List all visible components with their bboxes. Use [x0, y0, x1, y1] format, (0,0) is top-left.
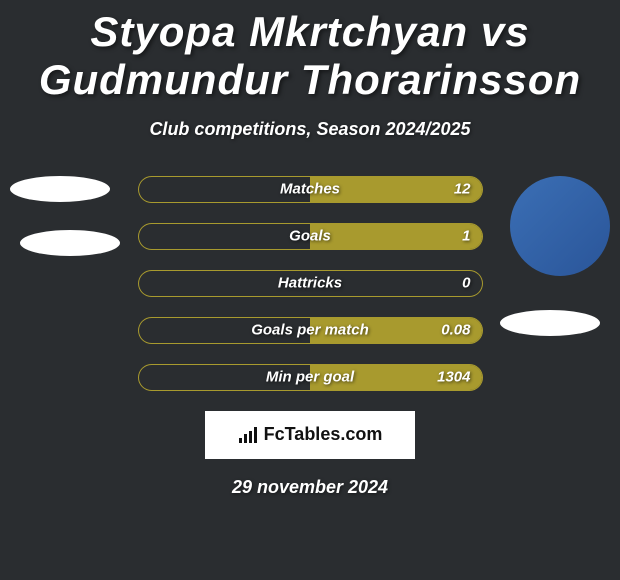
- logo-text: FcTables.com: [264, 424, 383, 445]
- stat-bar-left: [138, 176, 311, 203]
- chart-icon: [238, 426, 260, 444]
- player-right-avatar: [510, 176, 610, 276]
- player-left-oval-2: [20, 230, 120, 256]
- chart-area: Matches12 Goals1 Hattricks0 Goals per match…: [0, 176, 620, 391]
- stat-bar-left: [138, 364, 311, 391]
- logo-box: FcTables.com: [205, 411, 415, 459]
- stat-bar-right: [310, 270, 483, 297]
- stat-value-right: 0.08: [441, 322, 470, 339]
- stat-row: Matches12: [138, 176, 483, 203]
- stat-row: Goals per match0.08: [138, 317, 483, 344]
- stat-bar-fill: [310, 224, 482, 249]
- comparison-subtitle: Club competitions, Season 2024/2025: [0, 119, 620, 140]
- stat-value-right: 0: [462, 275, 470, 292]
- stat-bar-left: [138, 270, 311, 297]
- stat-row: Hattricks0: [138, 270, 483, 297]
- stat-value-right: 12: [454, 181, 471, 198]
- player-right-oval: [500, 310, 600, 336]
- stat-bar-right: [310, 223, 483, 250]
- comparison-title: Styopa Mkrtchyan vs Gudmundur Thorarinss…: [0, 0, 620, 105]
- stat-row: Min per goal1304: [138, 364, 483, 391]
- stat-bar-left: [138, 317, 311, 344]
- stat-value-right: 1304: [437, 369, 470, 386]
- stat-row: Goals1: [138, 223, 483, 250]
- comparison-date: 29 november 2024: [0, 477, 620, 498]
- stat-bar-left: [138, 223, 311, 250]
- stat-value-right: 1: [462, 228, 470, 245]
- stat-bars: Matches12 Goals1 Hattricks0 Goals per match…: [138, 176, 483, 391]
- player-left-oval-1: [10, 176, 110, 202]
